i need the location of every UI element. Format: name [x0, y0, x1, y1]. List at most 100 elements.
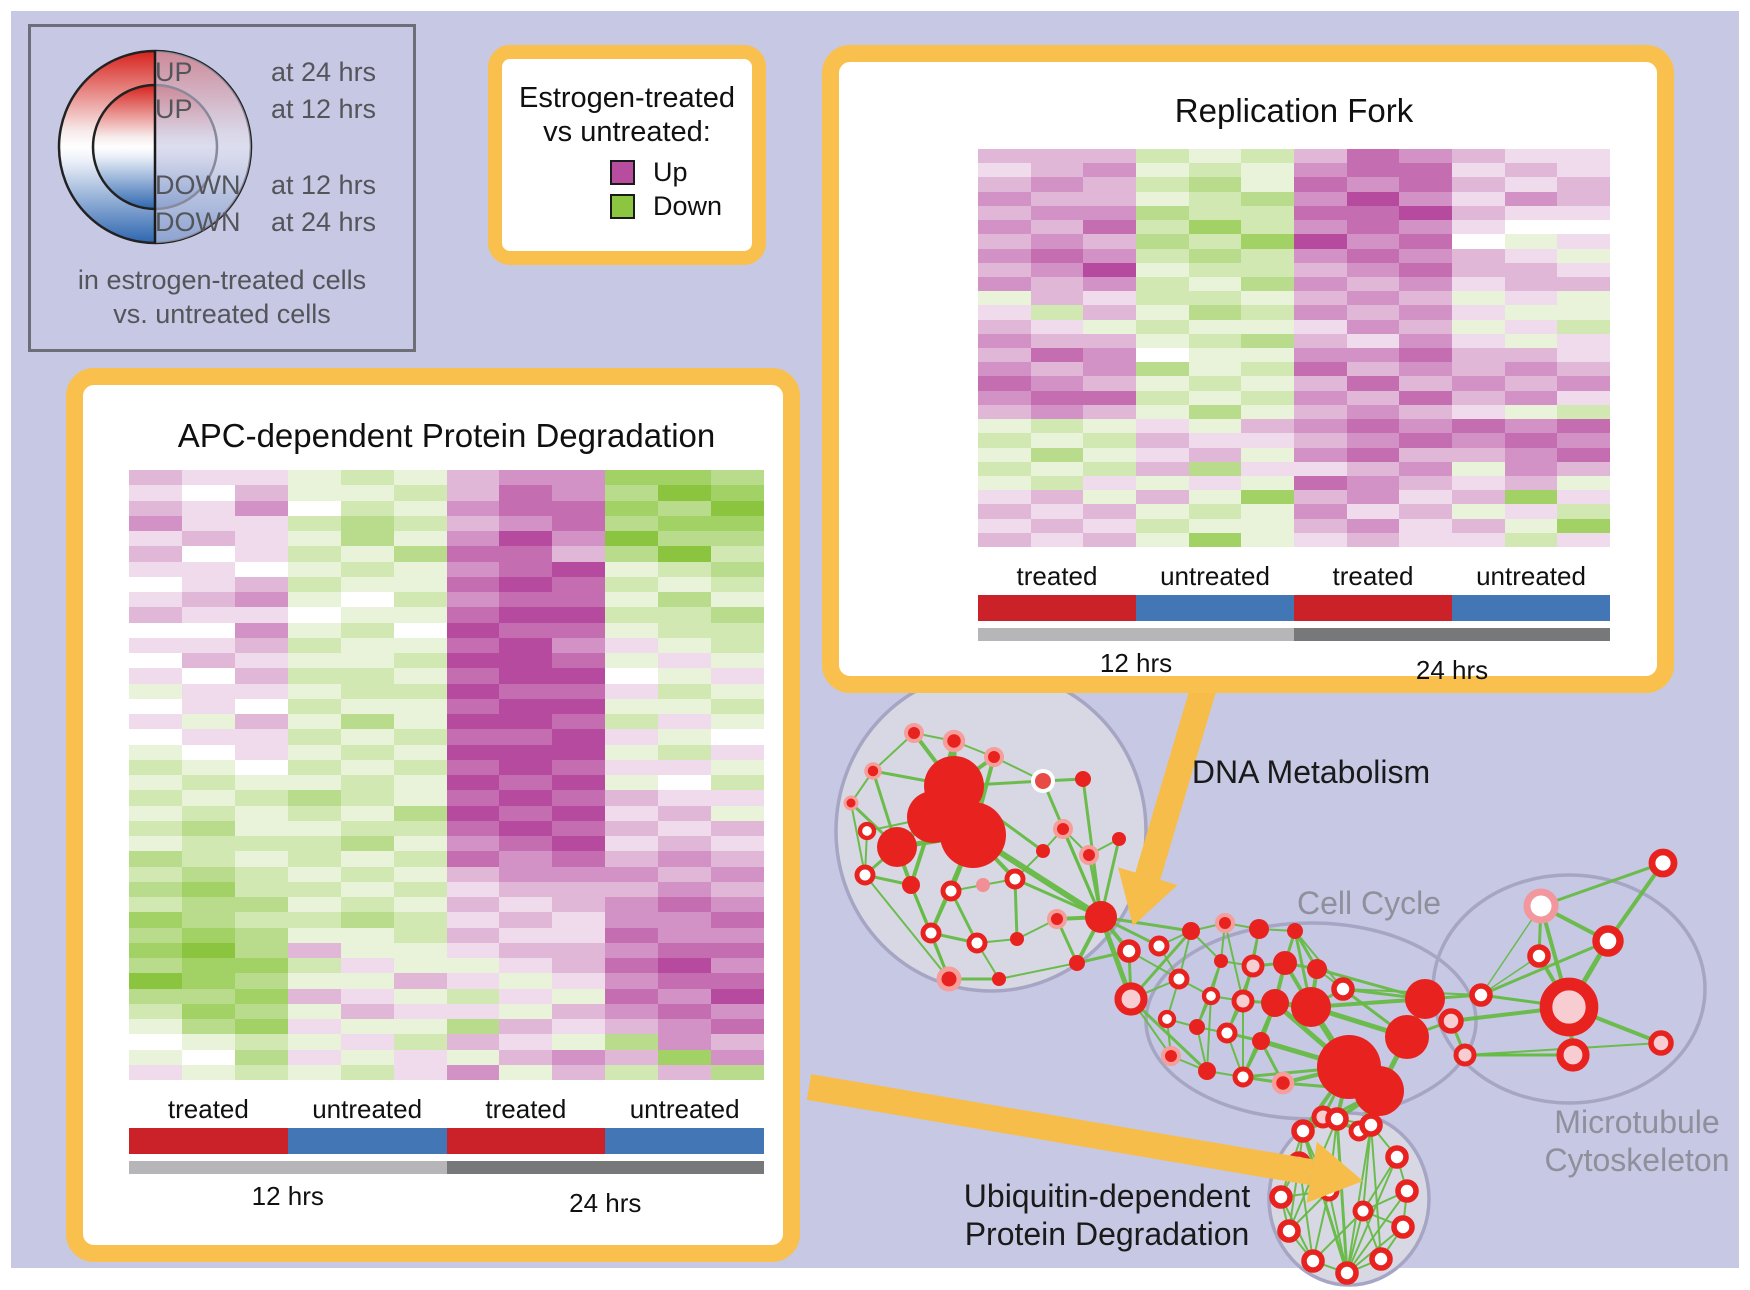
heatmap-cell — [340, 470, 394, 486]
condition-label: treated — [1016, 561, 1098, 591]
heatmap-cell — [446, 851, 500, 867]
heatmap-cell — [499, 607, 553, 623]
heatmap-cell — [1504, 490, 1558, 505]
heatmap-cell — [1504, 475, 1558, 491]
heatmap-cell — [1346, 276, 1400, 292]
heatmap-cell — [393, 470, 447, 486]
network-edge — [1273, 962, 1287, 1004]
heatmap-cell — [1083, 504, 1136, 519]
heatmap-cell — [1030, 419, 1084, 434]
heatmap-cell — [605, 683, 659, 699]
network-edge — [1302, 1089, 1380, 1133]
heatmap-cell — [605, 485, 659, 501]
heatmap-cell — [1030, 177, 1084, 192]
heatmap-cell — [234, 973, 288, 989]
network-edge — [1252, 928, 1260, 967]
network-node — [1352, 1200, 1374, 1222]
heatmap-cell — [181, 729, 235, 745]
network-edge — [1450, 1005, 1570, 1023]
heatmap-cell — [1030, 461, 1084, 476]
heatmap-cell — [552, 485, 606, 501]
heatmap-cell — [1083, 149, 1136, 164]
heatmap-cell — [1136, 433, 1189, 448]
network-edge — [1346, 1190, 1408, 1274]
network-edge — [931, 813, 975, 839]
network-node — [1592, 925, 1624, 957]
legend-caption-line1: in estrogen-treated cells — [77, 265, 367, 295]
heatmap-cell — [1241, 532, 1294, 547]
heatmap-cell — [1083, 262, 1136, 277]
heatmap-cell — [1504, 419, 1558, 434]
network-node — [1273, 951, 1297, 975]
heatmap-cell — [287, 805, 341, 821]
network-edge — [1376, 1035, 1410, 1093]
heatmap-cell — [605, 546, 659, 562]
network-edge — [1357, 1090, 1381, 1132]
heatmap-cell — [129, 531, 182, 547]
network-edge — [1258, 928, 1296, 932]
heatmap-cell — [393, 714, 447, 730]
heatmap-cell — [1136, 191, 1189, 206]
up-down-rings-icon — [57, 49, 253, 245]
heatmap-cell — [1452, 333, 1505, 348]
heatmap-cell — [287, 836, 341, 852]
heatmap-cell — [1452, 447, 1505, 462]
untreated-bar-segment — [1136, 595, 1294, 621]
heatmap-cell — [287, 683, 341, 699]
heatmap-cell — [181, 1003, 235, 1019]
heatmap-cell — [978, 319, 1031, 334]
heatmap-cell — [1346, 404, 1400, 420]
heatmap-cell — [1030, 447, 1084, 462]
heatmap-cell — [340, 973, 394, 989]
heatmap-cell — [129, 714, 182, 730]
heatmap-cell — [446, 759, 500, 775]
heatmap-cell — [1504, 532, 1558, 547]
heatmap-cell — [129, 805, 182, 821]
heatmap-cell — [234, 1049, 288, 1065]
network-node — [1438, 1008, 1464, 1034]
network-edge — [1206, 1070, 1244, 1078]
heatmap-cell — [1136, 362, 1189, 377]
network-node — [1385, 1145, 1409, 1169]
network-edge — [1282, 1065, 1350, 1085]
heatmap-cell — [234, 912, 288, 928]
heatmap-cell — [658, 1019, 712, 1035]
heatmap-cell — [234, 637, 288, 653]
network-edge — [1302, 1130, 1330, 1192]
network-edge — [1282, 1081, 1380, 1093]
heatmap-cell — [446, 576, 500, 592]
network-edge — [1100, 915, 1192, 933]
network-node — [920, 922, 942, 944]
heatmap-cell — [1346, 532, 1400, 547]
heatmap-cell — [1241, 220, 1294, 235]
network-node — [976, 878, 990, 892]
heatmap-cell — [340, 775, 394, 791]
heatmap-cell — [234, 683, 288, 699]
heatmap-cell — [1557, 504, 1610, 519]
heatmap-cell — [552, 531, 606, 547]
network-node — [1114, 982, 1148, 1016]
heatmap-cell — [1083, 404, 1136, 420]
legend-row-up24: UP at 24 hrs — [155, 57, 376, 87]
network-edge — [1396, 1156, 1408, 1192]
network-edge — [1294, 930, 1344, 990]
network-edge — [1298, 1162, 1330, 1192]
heatmap-cell — [181, 927, 235, 943]
heatmap-cell — [129, 698, 182, 714]
network-edge — [1369, 1090, 1381, 1126]
network-edge — [1335, 1066, 1351, 1120]
heatmap-cell — [1294, 404, 1347, 420]
heatmap-cell — [711, 851, 764, 867]
network-edge — [1242, 965, 1254, 1002]
heatmap-cell — [711, 775, 764, 791]
heatmap-cell — [1294, 262, 1347, 277]
network-node — [1318, 1180, 1340, 1202]
heatmap-cell — [658, 897, 712, 913]
heatmap-cell — [287, 958, 341, 974]
heatmap-cell — [1452, 348, 1505, 363]
network-edge — [931, 740, 956, 818]
heatmap-grid — [978, 149, 1610, 547]
cluster-ellipse — [1267, 1111, 1431, 1287]
heatmap-cell — [1452, 390, 1505, 405]
heatmap-cell — [234, 592, 288, 608]
